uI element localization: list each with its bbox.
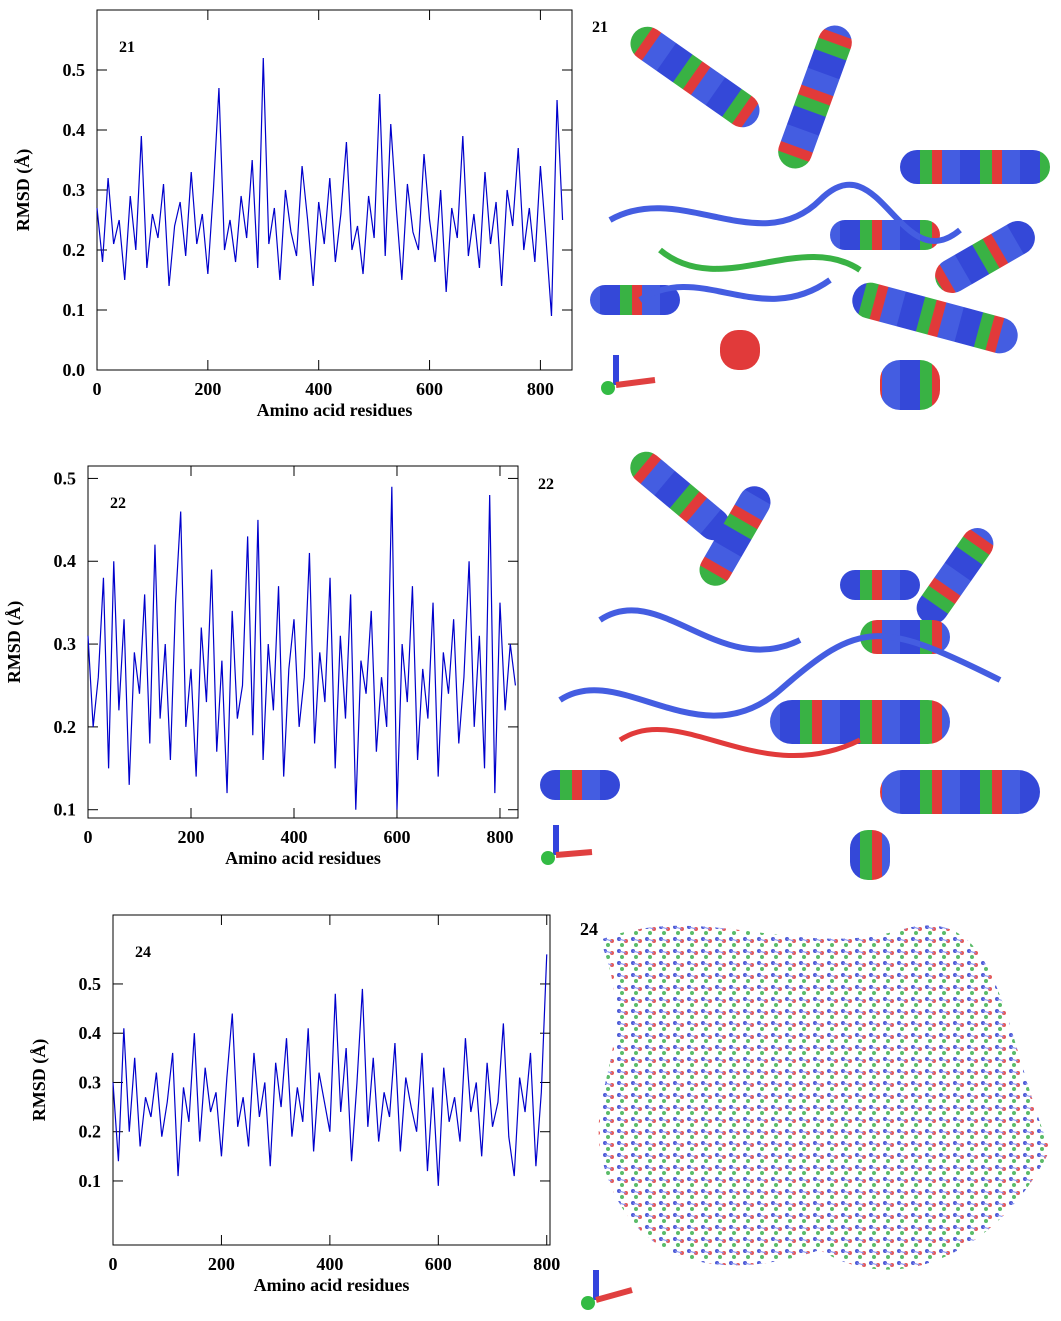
y-axis-label: RMSD (Å) — [29, 1039, 50, 1122]
y-tick-label: 0.3 — [79, 1072, 102, 1092]
plot-frame — [96, 9, 573, 371]
y-tick-label: 0.3 — [54, 634, 77, 654]
x-tick-label: 600 — [416, 379, 443, 399]
annotation: 21 — [119, 39, 135, 56]
x-tick-label: 800 — [486, 827, 513, 847]
x-tick-label: 400 — [280, 827, 307, 847]
image-label: 24 — [580, 919, 598, 939]
y-tick-label: 0.0 — [63, 360, 86, 380]
y-tick-label: 0.4 — [54, 551, 77, 571]
y-tick-label: 0.5 — [79, 974, 102, 994]
x-tick-label: 400 — [316, 1254, 343, 1274]
x-axis-label: Amino acid residues — [225, 848, 381, 868]
data-line — [96, 57, 564, 317]
y-tick-label: 0.1 — [79, 1171, 102, 1191]
y-tick-label: 0.4 — [79, 1023, 102, 1043]
x-tick-label: 600 — [383, 827, 410, 847]
x-tick-label: 400 — [305, 379, 332, 399]
y-tick-label: 0.4 — [63, 120, 86, 140]
x-tick-label: 800 — [533, 1254, 560, 1274]
x-tick-label: 0 — [93, 379, 102, 399]
y-axis-label: RMSD (Å) — [13, 149, 34, 232]
image-label: 22 — [538, 476, 554, 493]
structure-image — [540, 25, 1050, 1270]
y-tick-label: 0.3 — [63, 180, 86, 200]
data-line — [112, 954, 548, 1186]
annotation: 22 — [110, 495, 126, 512]
x-tick-label: 600 — [425, 1254, 452, 1274]
y-tick-label: 0.1 — [54, 800, 77, 820]
x-axis-label: Amino acid residues — [257, 400, 413, 420]
y-tick-label: 0.2 — [63, 240, 86, 260]
x-tick-label: 800 — [527, 379, 554, 399]
y-tick-label: 0.5 — [63, 60, 86, 80]
x-tick-label: 0 — [84, 827, 93, 847]
x-tick-label: 200 — [208, 1254, 235, 1274]
y-axis-label: RMSD (Å) — [4, 601, 25, 684]
plot-frame — [112, 914, 551, 1246]
x-axis-label: Amino acid residues — [254, 1275, 410, 1295]
y-tick-label: 0.1 — [63, 300, 86, 320]
image-label: 21 — [592, 19, 608, 36]
annotation: 24 — [135, 944, 151, 961]
y-tick-label: 0.2 — [54, 717, 77, 737]
x-tick-label: 0 — [109, 1254, 118, 1274]
data-line — [87, 486, 517, 810]
x-tick-label: 200 — [194, 379, 221, 399]
y-tick-label: 0.2 — [79, 1122, 102, 1142]
y-tick-label: 0.5 — [54, 468, 77, 488]
x-tick-label: 200 — [177, 827, 204, 847]
axes-icon — [541, 355, 656, 1310]
